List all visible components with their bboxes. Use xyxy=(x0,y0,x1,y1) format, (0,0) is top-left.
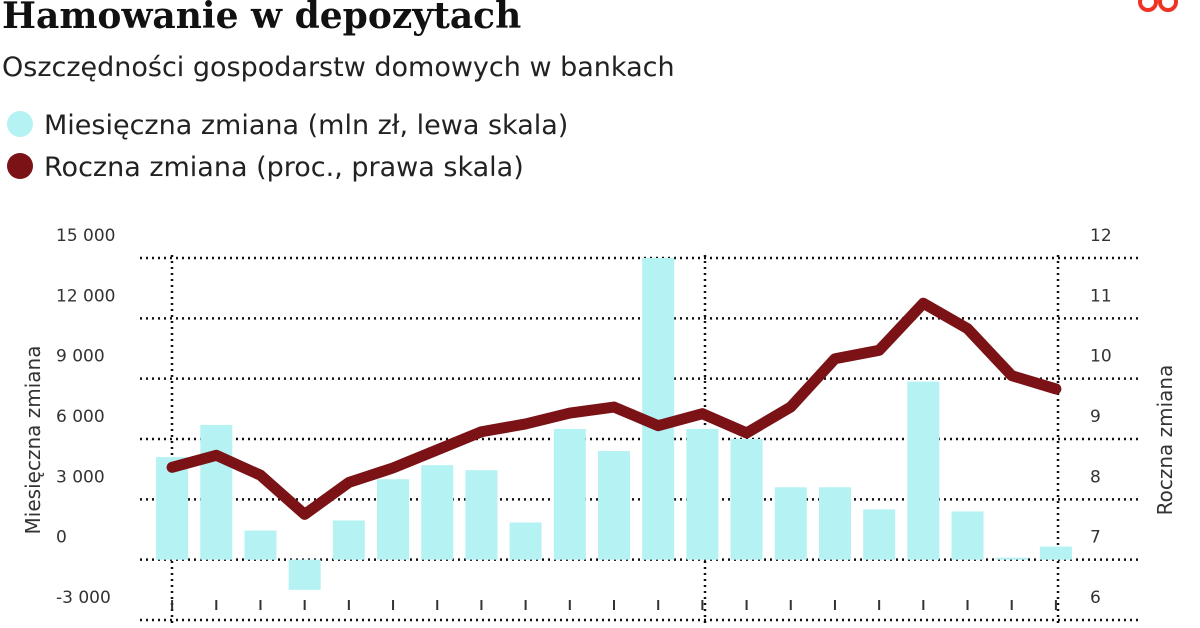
grid: -3 000 0 3 000 6 000 9 000 12 000 15 000 6 7 8 9 10… xyxy=(56,226,1140,622)
y2-tick-label: 7 xyxy=(1090,528,1101,548)
bar xyxy=(465,470,498,560)
line xyxy=(166,297,1062,520)
y2-tick-label: 6 xyxy=(1090,588,1101,608)
y-axis-label: Miesięczna zmiana xyxy=(21,346,45,535)
y-tick-label: 6 000 xyxy=(56,407,105,427)
bar xyxy=(598,451,630,560)
bar xyxy=(730,439,763,560)
y-tick-label: 9 000 xyxy=(56,347,105,367)
bar xyxy=(774,487,807,560)
bar xyxy=(686,428,719,560)
y2-tick-label: 10 xyxy=(1090,347,1112,367)
bar xyxy=(863,509,896,560)
y2-tick-label: 11 xyxy=(1090,286,1112,306)
bar xyxy=(642,258,675,560)
y2-tick-label: 12 xyxy=(1090,226,1112,246)
bar xyxy=(995,557,1028,560)
bar xyxy=(421,465,454,560)
bar xyxy=(907,381,940,560)
legend-label: Roczna zmiana (proc., prawa skala) xyxy=(44,152,524,183)
y2-axis-label: Roczna zmiana xyxy=(1153,365,1177,516)
bar xyxy=(156,457,189,560)
y2-tick-label: 8 xyxy=(1090,467,1101,487)
y-tick-label: 15 000 xyxy=(56,226,115,246)
chart-title: Hamowanie w depozytach xyxy=(2,0,521,37)
bar xyxy=(509,522,542,560)
chart-subtitle: Oszczędności gospodarstw domowych w bank… xyxy=(2,52,675,83)
y-tick-label: -3 000 xyxy=(56,588,111,608)
bar xyxy=(244,530,277,560)
bar xyxy=(951,511,984,560)
bar xyxy=(818,487,851,560)
bar xyxy=(1039,546,1072,560)
bar xyxy=(332,520,365,560)
y-tick-label: 12 000 xyxy=(56,286,115,306)
legend-swatch xyxy=(7,153,33,179)
legend-swatch xyxy=(7,111,33,137)
separators xyxy=(170,255,1060,625)
y-tick-label: 0 xyxy=(56,528,67,548)
logo xyxy=(1138,0,1178,12)
bar xyxy=(377,479,410,560)
bar xyxy=(288,559,321,590)
legend-label: Miesięczna zmiana (mln zł, lewa skala) xyxy=(44,110,568,141)
bar xyxy=(553,428,586,560)
y2-tick-label: 9 xyxy=(1090,407,1101,427)
bar xyxy=(200,424,233,560)
y-tick-label: 3 000 xyxy=(56,467,105,487)
